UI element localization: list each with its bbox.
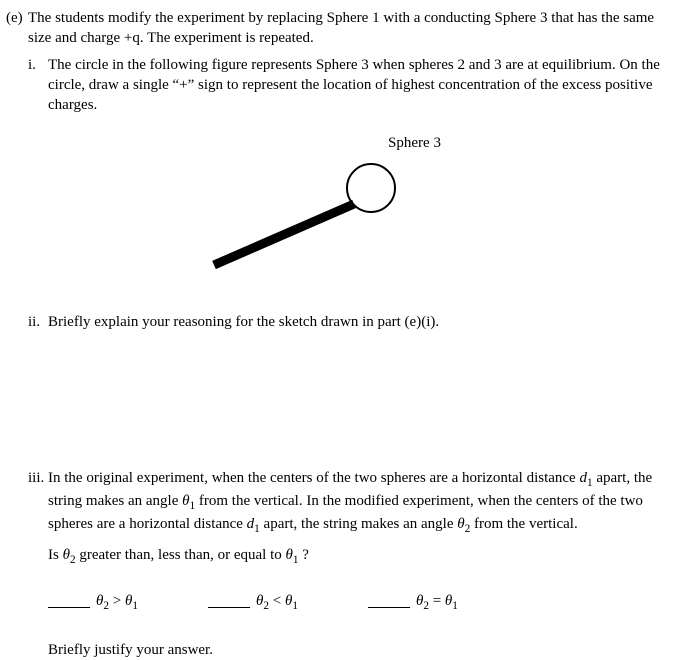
sub-iii-text: In the original experiment, when the cen… (48, 468, 673, 538)
blank-equal (368, 607, 410, 608)
choice-less[interactable]: θ2 < θ1 (208, 591, 298, 614)
part-e-header: (e) The students modify the experiment b… (6, 8, 673, 49)
blank-less (208, 607, 250, 608)
choice-greater[interactable]: θ2 > θ1 (48, 591, 138, 614)
sub-ii-text: Briefly explain your reasoning for the s… (48, 312, 673, 332)
part-e-intro: The students modify the experiment by re… (28, 8, 673, 49)
sub-part-iii: iii. In the original experiment, when th… (28, 468, 673, 538)
sub-iii-label: iii. (28, 468, 48, 538)
choice-greater-text: θ2 > θ1 (96, 591, 138, 614)
sub-part-i: i. The circle in the following figure re… (28, 55, 673, 116)
sphere-diagram (6, 158, 673, 298)
blank-greater (48, 607, 90, 608)
rod-line (214, 204, 354, 265)
sphere-svg (196, 150, 436, 290)
sub-part-ii: ii. Briefly explain your reasoning for t… (28, 312, 673, 332)
comparison-question: Is θ2 greater than, less than, or equal … (48, 545, 673, 568)
sphere-circle (347, 164, 395, 212)
choices-row: θ2 > θ1 θ2 < θ1 θ2 = θ1 (48, 591, 673, 614)
sub-i-label: i. (28, 55, 48, 116)
sub-i-text: The circle in the following figure repre… (48, 55, 673, 116)
justify-prompt: Briefly justify your answer. (48, 640, 673, 660)
choice-less-text: θ2 < θ1 (256, 591, 298, 614)
part-e: (e) The students modify the experiment b… (6, 8, 673, 660)
part-e-label: (e) (6, 8, 28, 49)
answer-space-ii (6, 332, 673, 462)
choice-equal-text: θ2 = θ1 (416, 591, 458, 614)
sub-ii-label: ii. (28, 312, 48, 332)
choice-equal[interactable]: θ2 = θ1 (368, 591, 458, 614)
